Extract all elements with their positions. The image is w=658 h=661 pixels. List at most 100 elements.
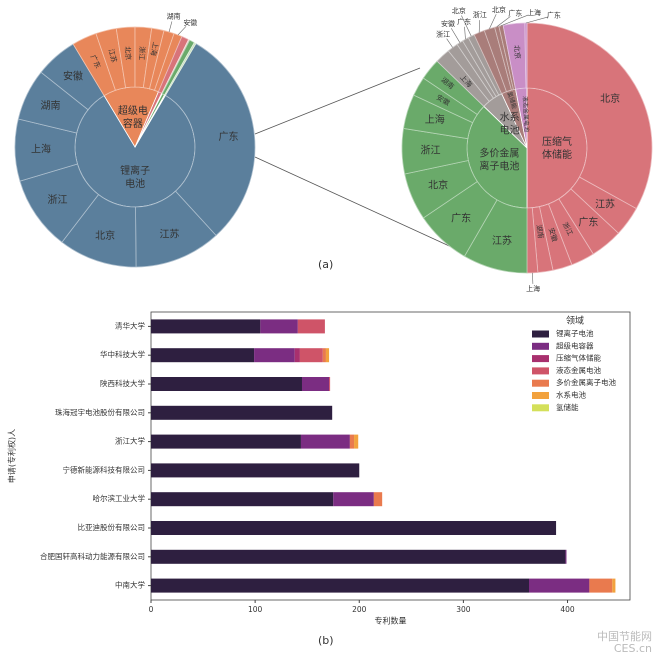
left-sunburst-label-1-3: 浙江 (137, 46, 147, 61)
legend-label-3: 液态金属电池 (556, 365, 601, 375)
left-sunburst-label-0-2: 北京 (95, 229, 115, 242)
bar-1-3 (299, 348, 323, 363)
right-sunburst-leader-2-1 (446, 38, 453, 48)
y-tick-label-0: 清华大学 (115, 320, 145, 330)
legend-label-1: 超级电容器 (556, 340, 594, 350)
bar-0-3 (297, 319, 325, 334)
left-sunburst-leader-1-5 (168, 21, 173, 33)
bar-8-0 (151, 549, 566, 564)
y-tick-label-9: 中南大学 (115, 580, 145, 590)
right-sunburst-inner-label-2: 水系 (500, 112, 520, 124)
right-sunburst-label-0-2: 广东 (578, 215, 598, 228)
right-sunburst-inner-label-0-b: 体储能 (542, 148, 572, 161)
legend-swatch-1 (532, 342, 549, 350)
bar-8-1 (565, 549, 567, 564)
right-sunburst-leader-2-3 (464, 26, 466, 40)
right-sunburst-label-2-1: 浙江 (436, 30, 450, 39)
legend-swatch-5 (532, 392, 549, 399)
right-sunburst-inner-label-2-b: 电池 (500, 124, 520, 137)
right-sunburst-label-0-5: 湖南 (534, 224, 545, 239)
y-tick-label-3: 珠海冠宇电池股份有限公司 (55, 407, 145, 417)
legend-swatch-3 (532, 367, 549, 375)
y-tick-label-7: 比亚迪股份有限公司 (78, 522, 146, 532)
left-sunburst-inner-label-0: 锂离子 (120, 164, 150, 177)
right-sunburst-label-1-2: 北京 (428, 179, 448, 192)
left-sunburst-label-0-1: 江苏 (159, 227, 179, 240)
y-axis-label: 申请(专利权)人 (7, 429, 17, 483)
left-sunburst-outer-0-0 (164, 43, 256, 237)
right-sunburst-label-4-0: 北京 (512, 45, 522, 60)
legend-label-5: 水系电池 (556, 390, 586, 400)
left-sunburst-inner-label-0-b: 电池 (125, 177, 145, 190)
bar-1-4 (322, 348, 326, 363)
legend-swatch-2 (532, 355, 549, 363)
bar-9-1 (528, 578, 590, 593)
right-sunburst-inner-label-0: 压缩气 (542, 135, 572, 148)
left-sunburst-label-0-6: 安徽 (63, 69, 83, 82)
left-sunburst-label-1-1: 江苏 (107, 48, 119, 64)
right-sunburst-label-1-4: 上海 (425, 113, 445, 126)
right-sunburst-leader-3-2 (496, 16, 511, 27)
right-sunburst-leader-4-1 (525, 16, 549, 24)
x-tick-label-0: 0 (149, 605, 154, 614)
right-sunburst-inner-label-4: 液态金属电池 (521, 96, 531, 132)
y-tick-label-1: 华中科技大学 (100, 349, 145, 359)
left-sunburst-leader-1-6 (177, 26, 187, 36)
left-sunburst-inner-label-1-b: 容器 (123, 117, 143, 130)
bar-7-0 (151, 521, 557, 535)
right-sunburst-leader-3-1 (489, 14, 497, 29)
right-sunburst-outer-0-0 (526, 22, 653, 210)
right-sunburst-label-1-1: 广东 (451, 212, 471, 225)
bar-1-2 (294, 348, 300, 363)
legend-swatch-0 (532, 330, 549, 338)
right-sunburst-label-0-0: 北京 (600, 92, 620, 105)
bar-6-0 (151, 492, 334, 507)
right-sunburst-label-1-3: 浙江 (421, 145, 441, 157)
right-sunburst-label-3-2: 广东 (508, 9, 522, 18)
connector-line-top (254, 67, 421, 135)
y-tick-label-4: 浙江大学 (115, 436, 145, 446)
right-sunburst-label-4-1: 广东 (547, 11, 561, 20)
left-sunburst-label-1-4: 上海 (149, 41, 161, 56)
bar-9-4 (589, 578, 613, 593)
left-sunburst-label-0-5: 湖南 (41, 99, 61, 112)
legend-label-4: 多价金属离子电池 (556, 377, 616, 387)
bar-4-1 (300, 434, 350, 449)
right-sunburst-label-3-1: 北京 (492, 5, 506, 14)
bar-5-0 (151, 463, 360, 478)
right-sunburst-inner-label-1-b: 离子电池 (479, 160, 519, 173)
bar-plot-frame (150, 311, 631, 601)
y-tick-label-6: 哈尔滨工业大学 (93, 493, 146, 503)
x-tick-label-3: 300 (456, 605, 471, 614)
bar-9-5 (612, 578, 616, 593)
left-sunburst-inner-label-1: 超级电 (118, 104, 148, 117)
left-sunburst-label-0-4: 上海 (31, 142, 51, 155)
bar-1-5 (325, 348, 330, 363)
bar-0-0 (151, 319, 261, 334)
legend-label-0: 锂离子电池 (556, 328, 594, 338)
bar-1-0 (151, 348, 255, 363)
bar-2-1 (301, 377, 330, 391)
x-tick-label-2: 200 (352, 605, 367, 614)
right-sunburst-label-0-4: 安徽 (547, 227, 560, 243)
bar-1-1 (254, 348, 295, 363)
right-sunburst-label-0-1: 江苏 (595, 198, 615, 211)
bar-4-4 (349, 434, 355, 449)
right-sunburst-label-1-0: 江苏 (492, 234, 512, 247)
left-sunburst-label-0-0: 广东 (218, 130, 238, 143)
right-sunburst-label-2-2: 安徽 (441, 19, 455, 28)
left-sunburst-outer-5-0 (164, 42, 197, 96)
left-sunburst-label-1-5: 湖南 (167, 12, 181, 21)
caption-b: (b) (318, 634, 334, 647)
legend-swatch-4 (532, 379, 549, 387)
connector-line-bottom (254, 156, 459, 251)
legend-label-2: 压缩气体储能 (556, 353, 601, 363)
right-sunburst-leader-3-3 (500, 14, 529, 27)
x-tick-label-1: 100 (248, 605, 263, 614)
x-axis-label: 专利数量 (375, 616, 407, 626)
bar-9-0 (151, 578, 529, 593)
caption-a: (a) (318, 258, 334, 271)
legend-label-6: 氢储能 (556, 402, 579, 412)
left-sunburst-label-1-6: 安徽 (183, 18, 197, 27)
